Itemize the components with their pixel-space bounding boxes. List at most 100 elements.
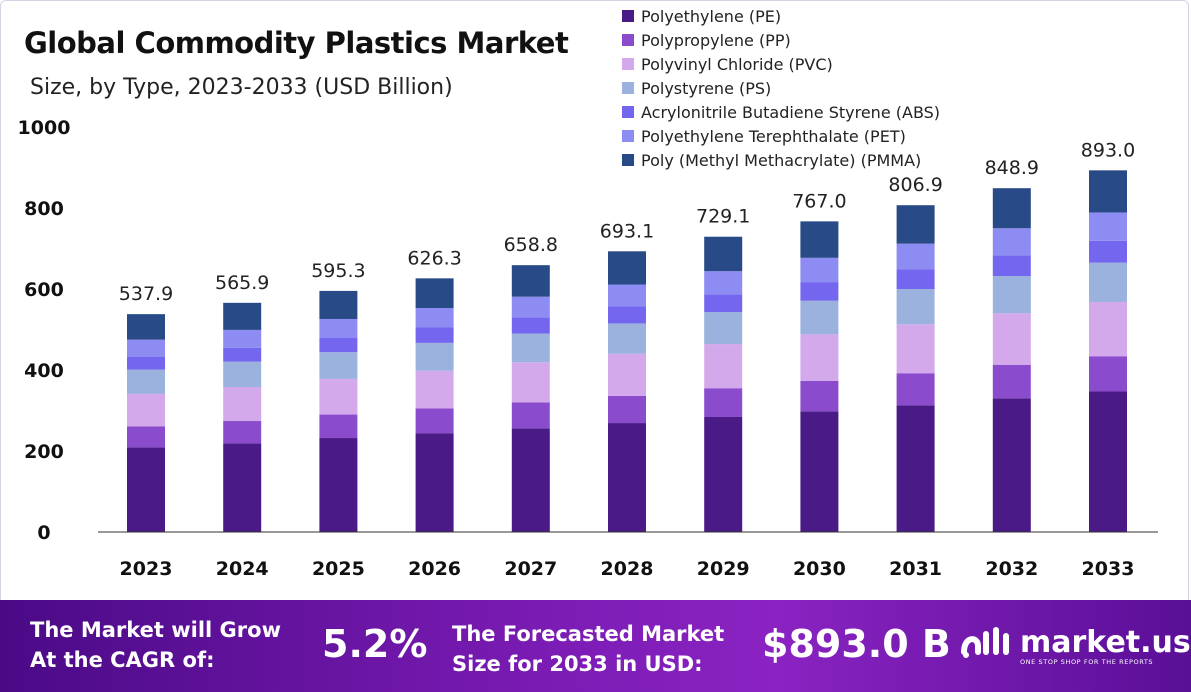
bar-segment — [319, 438, 358, 532]
bar-segment — [896, 373, 935, 406]
bar-total-label: 848.9 — [985, 157, 1039, 179]
bar-segment — [896, 289, 935, 325]
x-tick-label: 2030 — [793, 558, 846, 580]
legend-swatch — [622, 130, 634, 142]
bar-segment — [223, 329, 262, 348]
bar-segment — [1089, 356, 1127, 392]
x-tick-label: 2027 — [504, 558, 557, 580]
legend-swatch — [622, 154, 634, 166]
bar-segment — [1089, 240, 1127, 263]
bar-segment — [896, 243, 935, 270]
bar-segment — [608, 284, 646, 307]
brand-name: market.us — [1020, 624, 1191, 660]
bar-segment — [608, 353, 646, 396]
legend-item: Acrylonitrile Butadiene Styrene (ABS) — [622, 100, 940, 124]
bar-total-label: 693.1 — [600, 220, 654, 242]
bar-segment — [319, 378, 358, 415]
bar-segment — [608, 323, 646, 354]
legend-item: Polyethylene (PE) — [622, 4, 940, 28]
bar-segment — [223, 443, 262, 532]
chart-subtitle: Size, by Type, 2023-2033 (USD Billion) — [30, 75, 453, 100]
y-tick-label: 200 — [24, 441, 64, 463]
x-tick-label: 2023 — [120, 558, 173, 580]
legend-label: Polyvinyl Chloride (PVC) — [641, 54, 833, 74]
bar-segment — [992, 364, 1031, 399]
bar-total-label: 537.9 — [119, 283, 173, 305]
bar-segment — [800, 334, 839, 381]
bar-segment — [511, 362, 550, 403]
bar-segment — [223, 387, 262, 422]
y-tick-label: 0 — [37, 522, 50, 544]
bar-segment — [1089, 212, 1127, 241]
bar-segment — [992, 188, 1031, 229]
legend-label: Acrylonitrile Butadiene Styrene (ABS) — [641, 102, 941, 122]
bar-segment — [800, 221, 839, 258]
stacked-bar-chart: 0 200 400 600 800 1000 537.9 2023 565.9 2024 595.3… — [18, 117, 1158, 580]
bar-segment — [415, 278, 454, 309]
bar-segment — [415, 433, 454, 532]
bar-segment — [800, 300, 839, 335]
bar-segment — [608, 395, 646, 424]
brand-tagline: ONE STOP SHOP FOR THE REPORTS — [1020, 658, 1154, 666]
bar-segment — [896, 405, 935, 532]
bar-segment — [704, 312, 743, 345]
bar-segment — [992, 313, 1031, 365]
bar-segment — [1089, 391, 1127, 532]
bar-segment — [608, 251, 646, 285]
y-tick-label: 400 — [24, 360, 64, 382]
legend-item: Poly (Methyl Methacrylate) (PMMA) — [622, 148, 940, 172]
legend-swatch — [622, 106, 634, 118]
forecast-value: $893.0 B — [762, 622, 951, 666]
bar-segment — [704, 236, 743, 272]
bar-segment — [704, 344, 743, 389]
legend-item: Polyethylene Terephthalate (PET) — [622, 124, 940, 148]
y-tick-label: 800 — [24, 198, 64, 220]
bar-segment — [319, 318, 358, 338]
legend-label: Poly (Methyl Methacrylate) (PMMA) — [641, 150, 922, 170]
legend-label: Polyethylene (PE) — [641, 6, 782, 26]
x-tick-label: 2025 — [312, 558, 365, 580]
bar-segment — [1089, 301, 1127, 357]
x-tick-label: 2026 — [408, 558, 461, 580]
legend-swatch — [622, 58, 634, 70]
bar-segment — [608, 423, 646, 532]
summary-banner: The Market will Grow At the CAGR of: 5.2… — [0, 600, 1191, 692]
cagr-label-line2: At the CAGR of: — [30, 648, 215, 672]
bar-segment — [319, 352, 358, 379]
bar-segment — [992, 398, 1031, 532]
chart-legend: Polyethylene (PE) Polypropylene (PP) Polyv… — [622, 4, 940, 172]
bar-segment — [896, 205, 935, 244]
x-tick-label: 2024 — [216, 558, 269, 580]
bar-segment — [992, 255, 1031, 277]
x-tick-label: 2033 — [1082, 558, 1135, 580]
legend-item: Polyvinyl Chloride (PVC) — [622, 52, 940, 76]
y-tick-label: 600 — [24, 279, 64, 301]
bar-segment — [800, 380, 839, 412]
bar-segment — [223, 302, 262, 330]
legend-label: Polyethylene Terephthalate (PET) — [641, 126, 906, 146]
bar-total-label: 595.3 — [311, 260, 365, 282]
bar-segment — [511, 317, 550, 334]
forecast-label-line1: The Forecasted Market — [452, 622, 725, 646]
cagr-label: The Market will Grow At the CAGR of: — [30, 615, 281, 675]
bar-total-label: 626.3 — [407, 247, 461, 269]
bar-segment — [800, 282, 839, 301]
bar-segment — [223, 361, 262, 388]
bar-segment — [127, 393, 165, 427]
legend-swatch — [622, 10, 634, 22]
bar-segment — [704, 294, 743, 313]
bar-segment — [415, 408, 454, 434]
brand-logo: market.us ONE STOP SHOP FOR THE REPORTS — [958, 622, 1191, 666]
bar-segment — [511, 402, 550, 429]
bar-segment — [319, 414, 358, 439]
bar-segment — [127, 369, 165, 394]
x-tick-label: 2029 — [697, 558, 750, 580]
bar-total-label: 806.9 — [888, 174, 942, 196]
bar-segment — [511, 296, 550, 318]
bar-segment — [415, 327, 454, 343]
chart-title: Global Commodity Plastics Market — [24, 26, 569, 60]
y-tick-label: 1000 — [18, 117, 71, 139]
x-tick-label: 2032 — [985, 558, 1038, 580]
x-tick-label: 2028 — [601, 558, 654, 580]
bar-total-label: 893.0 — [1081, 139, 1135, 161]
